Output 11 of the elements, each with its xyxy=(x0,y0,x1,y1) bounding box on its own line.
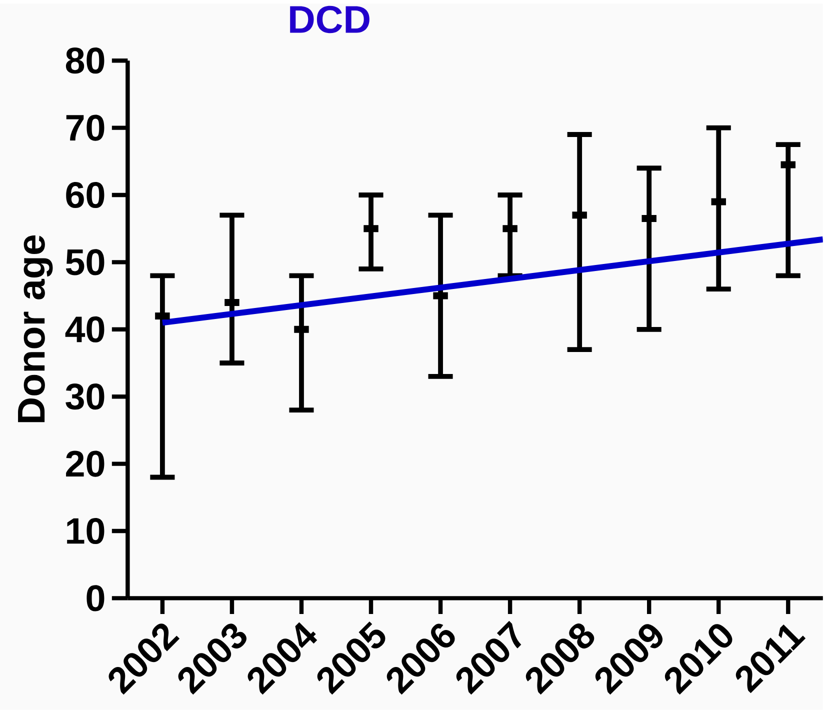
y-axis-title: Donor age xyxy=(18,235,53,422)
y-tick-label: 70 xyxy=(66,114,104,141)
y-tick-label: 60 xyxy=(66,182,104,208)
y-tick-label: 50 xyxy=(66,249,104,276)
y-tick-label: 80 xyxy=(66,48,104,74)
chart-title: DCD xyxy=(290,6,370,34)
y-tick-label: 40 xyxy=(65,316,104,342)
y-tick-label: 10 xyxy=(67,518,104,544)
y-tick-label: 30 xyxy=(66,384,104,410)
y-tick-label: 20 xyxy=(66,450,104,477)
y-tick-label: 0 xyxy=(86,585,104,612)
